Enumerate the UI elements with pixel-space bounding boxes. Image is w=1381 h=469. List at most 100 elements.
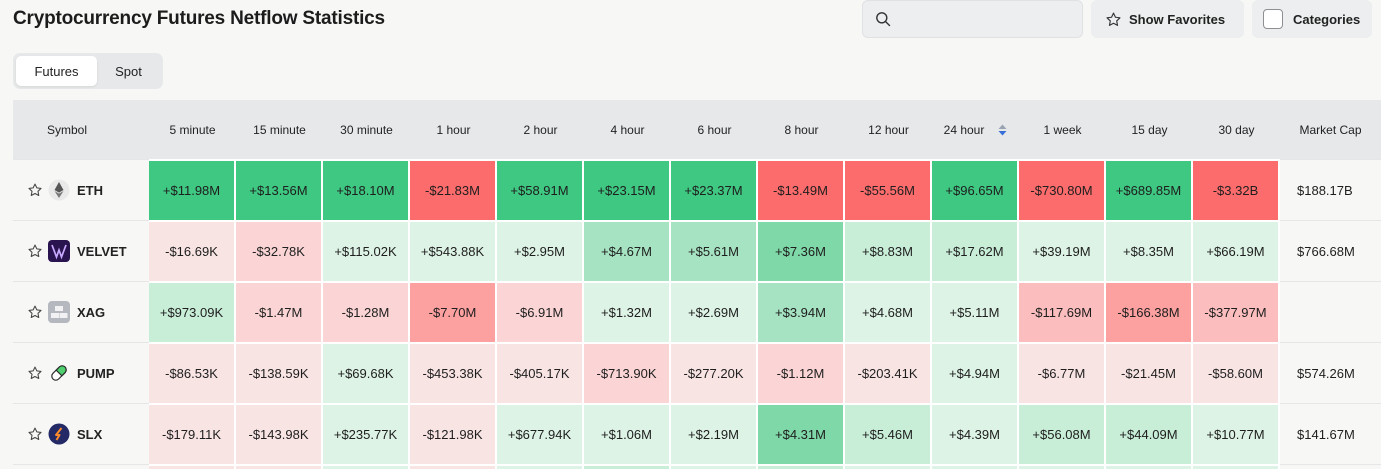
tab-futures[interactable]: Futures	[16, 56, 97, 86]
netflow-cell: +$11.98M	[149, 159, 236, 220]
column-header-label: Market Cap	[1299, 122, 1362, 137]
column-header-1-week[interactable]: 1 week	[1019, 100, 1106, 159]
categories-label: Categories	[1293, 11, 1361, 27]
symbol-name[interactable]: VELVET	[77, 243, 127, 259]
netflow-cell: +$4.68M	[845, 281, 932, 342]
netflow-cell: +$39.19M	[1019, 220, 1106, 281]
netflow-cell: -$1.12M	[758, 342, 845, 403]
partial-cell	[13, 464, 149, 469]
netflow-cell: -$21.83M	[410, 159, 497, 220]
netflow-cell: +$543.88K	[410, 220, 497, 281]
netflow-cell: -$730.80M	[1019, 159, 1106, 220]
netflow-cell: -$6.77M	[1019, 342, 1106, 403]
favorite-star-icon[interactable]	[28, 183, 42, 197]
pump-icon	[48, 362, 70, 384]
symbol-wrap: XAG	[13, 301, 149, 323]
star-icon	[1106, 12, 1121, 26]
column-header-2-hour[interactable]: 2 hour	[497, 100, 584, 159]
search-input[interactable]	[899, 7, 1075, 31]
column-header-label: 2 hour	[523, 122, 558, 137]
search-box[interactable]	[862, 0, 1083, 38]
netflow-cell: +$7.36M	[758, 220, 845, 281]
symbol-name[interactable]: SLX	[77, 426, 103, 442]
symbol-name[interactable]: ETH	[77, 182, 103, 198]
table-row[interactable]: XAG +$973.09K -$1.47M -$1.28M -$7.70M -$6.91M…	[13, 281, 1381, 342]
column-header-market-cap[interactable]: Market Cap	[1280, 100, 1381, 159]
netflow-cell: +$96.65M	[932, 159, 1019, 220]
partial-cell	[410, 464, 497, 469]
netflow-cell: -$6.91M	[497, 281, 584, 342]
table-row[interactable]: VELVET -$16.69K -$32.78K +$115.02K +$543.88K…	[13, 220, 1381, 281]
symbol-cell: XAG	[13, 281, 149, 342]
column-header-label: 12 hour	[868, 122, 909, 137]
favorite-star-icon[interactable]	[28, 244, 42, 258]
netflow-table: Symbol 5 minute 15 minute 30 minute 1 hour 2 …	[13, 100, 1381, 469]
column-header-1-hour[interactable]: 1 hour	[410, 100, 497, 159]
symbol-name[interactable]: PUMP	[77, 365, 115, 381]
favorite-star-icon[interactable]	[28, 427, 42, 441]
market-cap-cell: $188.17B	[1280, 159, 1381, 220]
table-row[interactable]: PUMP -$86.53K -$138.59K +$69.68K -$453.38K -$…	[13, 342, 1381, 403]
column-header-label: 8 hour	[784, 122, 819, 137]
categories-button[interactable]: Categories	[1252, 0, 1372, 38]
partial-cell	[1106, 464, 1193, 469]
symbol-name[interactable]: XAG	[77, 304, 106, 320]
column-header-30-day[interactable]: 30 day	[1193, 100, 1280, 159]
column-header-label: 1 week	[1043, 122, 1082, 137]
netflow-cell: +$4.39M	[932, 403, 1019, 464]
column-header-30-minute[interactable]: 30 minute	[323, 100, 410, 159]
netflow-cell: -$7.70M	[410, 281, 497, 342]
symbol-wrap: SLX	[13, 423, 149, 445]
categories-checkbox[interactable]	[1263, 9, 1283, 29]
netflow-cell: -$58.60M	[1193, 342, 1280, 403]
favorite-star-icon[interactable]	[28, 366, 42, 380]
column-header-label: 1 hour	[436, 122, 471, 137]
netflow-cell: +$3.94M	[758, 281, 845, 342]
sort-icon[interactable]	[998, 124, 1007, 136]
netflow-cell: +$8.35M	[1106, 220, 1193, 281]
column-header-label: 15 minute	[253, 122, 306, 137]
symbol-cell: VELVET	[13, 220, 149, 281]
market-cap-cell: $574.26M	[1280, 342, 1381, 403]
symbol-cell: ETH	[13, 159, 149, 220]
table-body: ETH +$11.98M +$13.56M +$18.10M -$21.83M +$58.…	[13, 159, 1381, 469]
netflow-cell: +$44.09M	[1106, 403, 1193, 464]
netflow-cell: -$32.78K	[236, 220, 323, 281]
eth-icon	[48, 179, 70, 201]
netflow-cell: +$69.68K	[323, 342, 410, 403]
column-header-6-hour[interactable]: 6 hour	[671, 100, 758, 159]
column-header-15-minute[interactable]: 15 minute	[236, 100, 323, 159]
netflow-cell: +$10.77M	[1193, 403, 1280, 464]
netflow-cell: +$677.94K	[497, 403, 584, 464]
market-cap-cell	[1280, 281, 1381, 342]
favorite-star-icon[interactable]	[28, 305, 42, 319]
symbol-wrap: VELVET	[13, 240, 149, 262]
netflow-cell: +$66.19M	[1193, 220, 1280, 281]
table-row[interactable]: SLX -$179.11K -$143.98K +$235.77K -$121.98K +…	[13, 403, 1381, 464]
symbol-wrap: ETH	[13, 179, 149, 201]
column-header-label: 5 minute	[169, 122, 216, 137]
partial-cell	[932, 464, 1019, 469]
netflow-cell: -$86.53K	[149, 342, 236, 403]
column-header-24-hour[interactable]: 24 hour	[932, 100, 1019, 159]
tab-spot[interactable]: Spot	[115, 63, 142, 79]
column-header-12-hour[interactable]: 12 hour	[845, 100, 932, 159]
market-type-toggle: Futures Spot	[13, 53, 163, 89]
netflow-cell: +$235.77K	[323, 403, 410, 464]
netflow-cell: +$4.67M	[584, 220, 671, 281]
column-header-15-day[interactable]: 15 day	[1106, 100, 1193, 159]
netflow-cell: +$4.31M	[758, 403, 845, 464]
symbol-wrap: PUMP	[13, 362, 149, 384]
netflow-cell: +$58.91M	[497, 159, 584, 220]
netflow-cell: +$8.83M	[845, 220, 932, 281]
column-header-4-hour[interactable]: 4 hour	[584, 100, 671, 159]
column-header-5-minute[interactable]: 5 minute	[149, 100, 236, 159]
netflow-cell: -$13.49M	[758, 159, 845, 220]
column-header-symbol[interactable]: Symbol	[13, 100, 149, 159]
column-header-8-hour[interactable]: 8 hour	[758, 100, 845, 159]
netflow-cell: -$121.98K	[410, 403, 497, 464]
table-row[interactable]: ETH +$11.98M +$13.56M +$18.10M -$21.83M +$58.…	[13, 159, 1381, 220]
show-favorites-button[interactable]: Show Favorites	[1091, 0, 1244, 38]
netflow-cell: +$17.62M	[932, 220, 1019, 281]
netflow-cell: +$973.09K	[149, 281, 236, 342]
